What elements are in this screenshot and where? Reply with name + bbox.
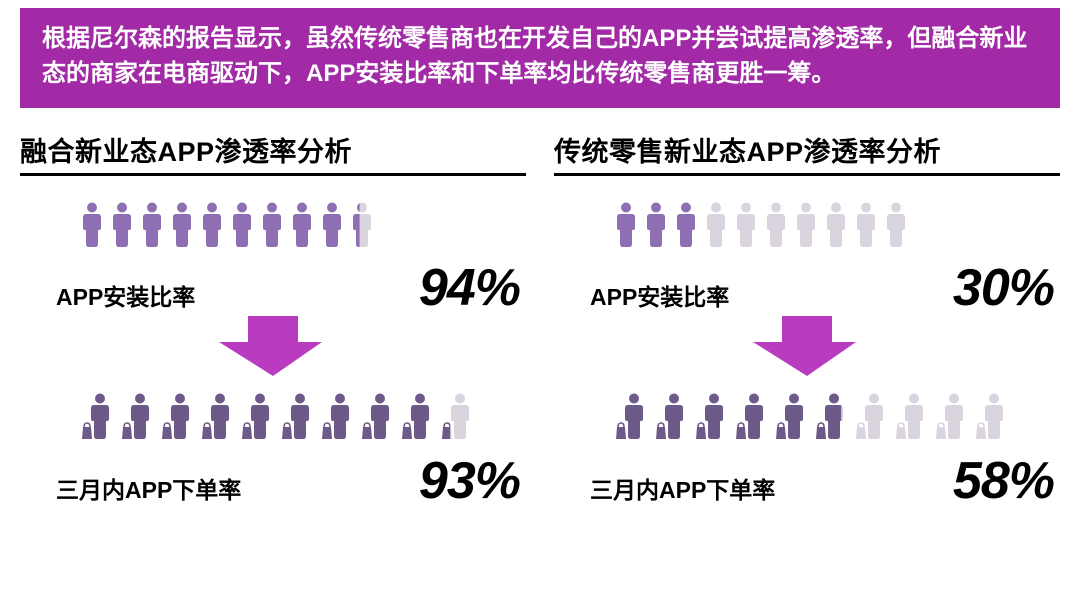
order-stat-row: 三月内APP下单率 58% bbox=[554, 451, 1060, 511]
person-icon bbox=[854, 202, 878, 248]
person-icon bbox=[884, 202, 908, 248]
shopper-icon bbox=[280, 393, 314, 441]
person-icon bbox=[110, 202, 134, 248]
person-icon bbox=[824, 202, 848, 248]
shopper-icon bbox=[360, 393, 394, 441]
shopper-icon bbox=[814, 393, 848, 441]
panel-title: 传统零售新业态APP渗透率分析 bbox=[554, 130, 1060, 176]
summary-text: 根据尼尔森的报告显示，虽然传统零售商也在开发自己的APP并尝试提高渗透率，但融合… bbox=[42, 25, 1027, 87]
shopper-icon bbox=[440, 393, 474, 441]
person-icon bbox=[614, 202, 638, 248]
person-icon bbox=[140, 202, 164, 248]
install-stat-row: APP安装比率 94% bbox=[20, 258, 526, 318]
shopper-icon bbox=[240, 393, 274, 441]
order-pictogram-row bbox=[80, 393, 526, 441]
person-icon bbox=[794, 202, 818, 248]
person-icon bbox=[734, 202, 758, 248]
install-label: APP安装比率 bbox=[56, 278, 195, 312]
down-arrow-icon bbox=[554, 312, 1060, 383]
person-icon bbox=[290, 202, 314, 248]
shopper-icon bbox=[120, 393, 154, 441]
order-label: 三月内APP下单率 bbox=[56, 471, 241, 505]
install-value: 94% bbox=[419, 258, 520, 318]
person-icon bbox=[170, 202, 194, 248]
person-icon bbox=[644, 202, 668, 248]
panel-title: 融合新业态APP渗透率分析 bbox=[20, 130, 526, 176]
person-icon bbox=[230, 202, 254, 248]
shopper-icon bbox=[614, 393, 648, 441]
summary-banner: 根据尼尔森的报告显示，虽然传统零售商也在开发自己的APP并尝试提高渗透率，但融合… bbox=[20, 8, 1060, 108]
order-pictogram-row bbox=[614, 393, 1060, 441]
shopper-icon bbox=[654, 393, 688, 441]
down-arrow-icon bbox=[20, 312, 526, 383]
shopper-icon bbox=[894, 393, 928, 441]
install-value: 30% bbox=[953, 258, 1054, 318]
order-value: 58% bbox=[953, 451, 1054, 511]
install-pictogram-row bbox=[80, 202, 526, 248]
shopper-icon bbox=[694, 393, 728, 441]
shopper-icon bbox=[854, 393, 888, 441]
shopper-icon bbox=[974, 393, 1008, 441]
install-label: APP安装比率 bbox=[590, 278, 729, 312]
person-icon bbox=[704, 202, 728, 248]
person-icon bbox=[80, 202, 104, 248]
person-icon bbox=[260, 202, 284, 248]
order-label: 三月内APP下单率 bbox=[590, 471, 775, 505]
install-stat-row: APP安装比率 30% bbox=[554, 258, 1060, 318]
shopper-icon bbox=[734, 393, 768, 441]
shopper-icon bbox=[80, 393, 114, 441]
order-stat-row: 三月内APP下单率 93% bbox=[20, 451, 526, 511]
shopper-icon bbox=[934, 393, 968, 441]
panel-integrated: 融合新业态APP渗透率分析 APP安装比率 94% bbox=[20, 130, 526, 511]
shopper-icon bbox=[200, 393, 234, 441]
person-icon bbox=[200, 202, 224, 248]
person-icon bbox=[674, 202, 698, 248]
shopper-icon bbox=[774, 393, 808, 441]
install-pictogram-row bbox=[614, 202, 1060, 248]
shopper-icon bbox=[320, 393, 354, 441]
person-icon bbox=[764, 202, 788, 248]
order-value: 93% bbox=[419, 451, 520, 511]
panels-container: 融合新业态APP渗透率分析 APP安装比率 94% bbox=[20, 130, 1060, 511]
shopper-icon bbox=[160, 393, 194, 441]
shopper-icon bbox=[400, 393, 434, 441]
person-icon bbox=[350, 202, 374, 248]
panel-traditional: 传统零售新业态APP渗透率分析 APP安装比率 30% bbox=[554, 130, 1060, 511]
person-icon bbox=[320, 202, 344, 248]
